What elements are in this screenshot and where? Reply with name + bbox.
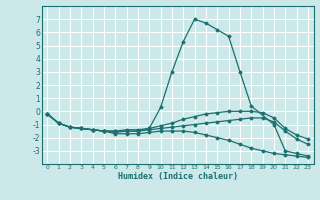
X-axis label: Humidex (Indice chaleur): Humidex (Indice chaleur) (118, 172, 237, 181)
